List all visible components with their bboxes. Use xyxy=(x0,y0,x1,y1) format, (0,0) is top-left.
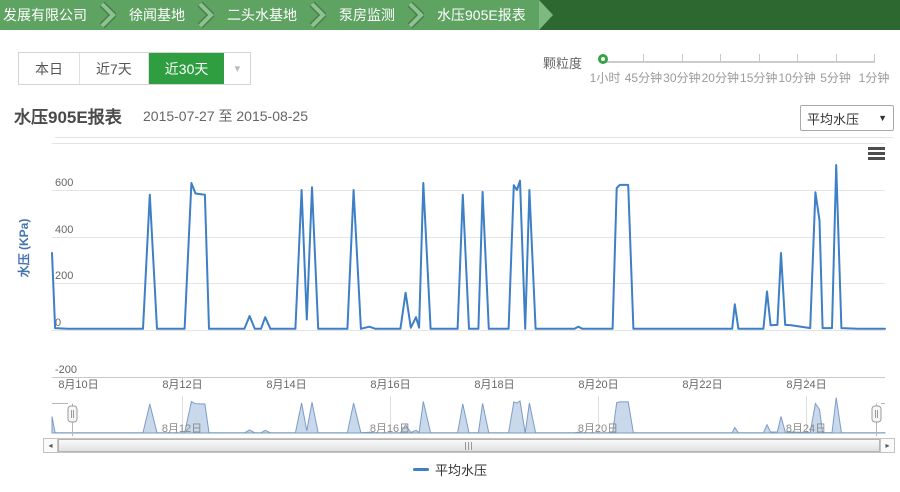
breadcrumb: 发展有限公司 徐闻基地 二头水基地 泵房监测 水压905E报表 xyxy=(0,0,900,30)
svg-text:8月20日: 8月20日 xyxy=(578,379,618,390)
svg-text:8月20日: 8月20日 xyxy=(578,423,618,435)
svg-text:8月24日: 8月24日 xyxy=(786,379,826,390)
select-caret-icon: ▼ xyxy=(878,113,887,123)
svg-text:8月16日: 8月16日 xyxy=(370,379,410,390)
slider-tick xyxy=(835,54,837,62)
breadcrumb-item[interactable]: 徐闻基地 xyxy=(129,7,185,23)
slider-tick xyxy=(797,54,799,62)
slider-tick xyxy=(681,54,683,62)
date-range-button-group: 本日 近7天 近30天 ▾ xyxy=(18,52,252,85)
slider-tick xyxy=(874,54,875,62)
svg-text:600: 600 xyxy=(55,177,73,189)
svg-text:8月12日: 8月12日 xyxy=(162,379,202,390)
svg-text:0: 0 xyxy=(55,317,61,329)
svg-text:8月24日: 8月24日 xyxy=(786,423,826,435)
slider-tick xyxy=(720,54,722,62)
breadcrumb-separator-icon xyxy=(198,1,214,29)
legend-item[interactable]: 平均水压 xyxy=(0,460,900,479)
slider-option-label[interactable]: 10分钟 xyxy=(778,71,816,85)
scrollbar-thumb[interactable] xyxy=(58,439,880,452)
svg-text:8月12日: 8月12日 xyxy=(162,423,202,435)
metric-select[interactable]: 平均水压 ▼ xyxy=(800,105,894,131)
breadcrumb-item[interactable]: 发展有限公司 xyxy=(3,7,87,23)
svg-text:200: 200 xyxy=(55,270,73,282)
navigator-handle[interactable] xyxy=(67,405,78,423)
slider-option-label[interactable]: 20分钟 xyxy=(701,71,739,85)
svg-text:8月14日: 8月14日 xyxy=(266,379,306,390)
svg-text:8月22日: 8月22日 xyxy=(682,379,722,390)
scrollbar-left-arrow-icon[interactable]: ◂ xyxy=(44,439,58,452)
granularity-slider-handle[interactable] xyxy=(598,54,608,64)
svg-text:400: 400 xyxy=(55,224,73,236)
page-title: 水压905E报表 xyxy=(14,108,122,127)
svg-text:8月18日: 8月18日 xyxy=(474,379,514,390)
slider-option-label[interactable]: 1小时 xyxy=(589,71,621,85)
pressure-line-chart: 600 400 200 0 -200 8月10日 8月12日 8月14日 8月16日 8月18日 8… xyxy=(51,143,886,390)
range-button[interactable]: 本日 xyxy=(19,53,80,84)
svg-text:8月16日: 8月16日 xyxy=(370,423,410,435)
range-more-caret-icon[interactable]: ▾ xyxy=(224,53,251,84)
slider-option-label[interactable]: 30分钟 xyxy=(663,71,701,85)
breadcrumb-item[interactable]: 水压905E报表 xyxy=(437,7,526,23)
breadcrumb-separator-icon xyxy=(310,1,326,29)
breadcrumb-item[interactable]: 二头水基地 xyxy=(227,7,297,23)
svg-text:8月10日: 8月10日 xyxy=(58,379,98,390)
chart-context-menu-icon[interactable] xyxy=(868,147,885,162)
slider-option-label[interactable]: 1分钟 xyxy=(858,71,890,85)
chart-navigator[interactable]: 8月12日 8月16日 8月20日 8月24日 xyxy=(0,390,900,438)
navigator-handle[interactable] xyxy=(871,405,882,423)
legend-label: 平均水压 xyxy=(434,463,487,478)
slider-tick xyxy=(758,54,760,62)
legend-line-icon xyxy=(412,468,429,471)
breadcrumb-separator-icon xyxy=(408,1,424,29)
slider-tick xyxy=(643,54,645,62)
breadcrumb-item[interactable]: 泵房监测 xyxy=(339,7,395,23)
chart-scrollbar: ◂ ▸ xyxy=(43,438,895,453)
scrollbar-right-arrow-icon[interactable]: ▸ xyxy=(880,439,894,452)
breadcrumb-separator-icon xyxy=(100,1,116,29)
breadcrumb-strip: 发展有限公司 徐闻基地 二头水基地 泵房监测 水压905E报表 xyxy=(0,0,539,30)
range-button[interactable]: 近30天 xyxy=(148,53,225,84)
y-axis-title: 水压 (KPa) xyxy=(17,218,31,278)
metric-select-value: 平均水压 xyxy=(807,111,860,127)
panel-divider xyxy=(55,137,893,138)
report-date-range: 2015-07-27 至 2015-08-25 xyxy=(143,108,309,124)
scrollbar-grip-icon xyxy=(465,442,473,450)
breadcrumb-tail-chevron-icon xyxy=(538,0,553,30)
slider-option-label[interactable]: 5分钟 xyxy=(820,71,851,85)
slider-option-label[interactable]: 45分钟 xyxy=(624,71,663,85)
svg-text:-200: -200 xyxy=(55,364,77,376)
granularity-slider-track[interactable] xyxy=(605,54,875,63)
slider-option-label[interactable]: 15分钟 xyxy=(740,71,778,85)
granularity-label: 颗粒度 xyxy=(543,56,583,71)
range-button[interactable]: 近7天 xyxy=(80,53,149,84)
